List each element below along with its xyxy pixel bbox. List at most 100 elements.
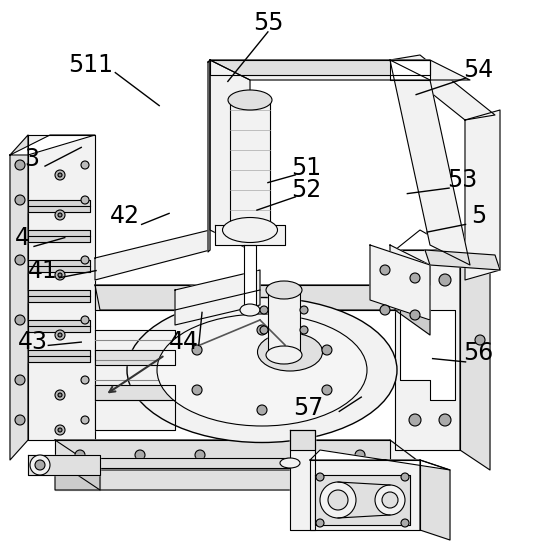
Circle shape <box>81 196 89 204</box>
Polygon shape <box>95 350 175 365</box>
Circle shape <box>322 345 332 355</box>
Polygon shape <box>28 290 90 302</box>
Polygon shape <box>55 440 390 460</box>
Circle shape <box>322 385 332 395</box>
Circle shape <box>257 405 267 415</box>
Polygon shape <box>420 460 450 540</box>
Polygon shape <box>310 450 450 470</box>
Circle shape <box>58 173 62 177</box>
Circle shape <box>55 425 65 435</box>
Circle shape <box>58 273 62 277</box>
Text: 57: 57 <box>293 396 324 420</box>
Polygon shape <box>95 230 210 280</box>
Circle shape <box>300 306 308 314</box>
Circle shape <box>81 316 89 324</box>
Ellipse shape <box>280 458 300 468</box>
Circle shape <box>320 482 356 518</box>
Text: 55: 55 <box>253 11 283 35</box>
Circle shape <box>58 333 62 337</box>
Polygon shape <box>390 440 430 490</box>
Circle shape <box>410 273 420 283</box>
Circle shape <box>15 315 25 325</box>
Polygon shape <box>28 135 95 440</box>
Circle shape <box>316 519 324 527</box>
Text: 41: 41 <box>28 258 58 283</box>
Polygon shape <box>55 460 100 490</box>
Polygon shape <box>55 440 430 470</box>
Ellipse shape <box>222 217 277 243</box>
Ellipse shape <box>228 90 272 110</box>
Circle shape <box>257 325 267 335</box>
Circle shape <box>55 170 65 180</box>
Circle shape <box>35 460 45 470</box>
Circle shape <box>195 450 205 460</box>
Circle shape <box>475 335 485 345</box>
Polygon shape <box>28 230 90 242</box>
Polygon shape <box>28 320 90 332</box>
Circle shape <box>58 428 62 432</box>
Polygon shape <box>370 245 430 320</box>
Polygon shape <box>230 100 270 230</box>
Circle shape <box>15 375 25 385</box>
Polygon shape <box>28 350 90 362</box>
Circle shape <box>401 473 409 481</box>
Polygon shape <box>290 430 315 530</box>
Text: 54: 54 <box>463 58 494 82</box>
Circle shape <box>401 519 409 527</box>
Ellipse shape <box>266 346 302 364</box>
Circle shape <box>55 210 65 220</box>
Polygon shape <box>390 55 495 120</box>
Circle shape <box>192 345 202 355</box>
Circle shape <box>15 160 25 170</box>
Text: 4: 4 <box>14 226 30 250</box>
Polygon shape <box>390 60 430 80</box>
Circle shape <box>328 490 348 510</box>
Text: 51: 51 <box>292 156 321 180</box>
Polygon shape <box>315 475 410 525</box>
Ellipse shape <box>127 298 397 443</box>
Circle shape <box>409 414 421 426</box>
Circle shape <box>81 256 89 264</box>
Text: 42: 42 <box>110 204 140 228</box>
Polygon shape <box>28 200 90 212</box>
Polygon shape <box>10 135 28 460</box>
Circle shape <box>355 450 365 460</box>
Circle shape <box>439 274 451 286</box>
Ellipse shape <box>257 333 322 371</box>
Text: 56: 56 <box>463 341 494 365</box>
Polygon shape <box>95 385 175 400</box>
Circle shape <box>316 473 324 481</box>
Polygon shape <box>210 60 430 75</box>
Polygon shape <box>465 110 500 280</box>
Circle shape <box>280 342 300 362</box>
Polygon shape <box>400 310 455 400</box>
Polygon shape <box>10 135 95 155</box>
Circle shape <box>382 492 398 508</box>
Polygon shape <box>175 270 260 325</box>
Polygon shape <box>95 285 395 310</box>
Polygon shape <box>268 290 300 355</box>
Circle shape <box>55 330 65 340</box>
Polygon shape <box>244 245 256 310</box>
Polygon shape <box>28 455 100 475</box>
Circle shape <box>15 195 25 205</box>
Polygon shape <box>390 60 470 265</box>
Text: 3: 3 <box>24 147 40 172</box>
Circle shape <box>260 326 268 334</box>
Circle shape <box>30 455 50 475</box>
Circle shape <box>55 270 65 280</box>
Circle shape <box>81 161 89 169</box>
Polygon shape <box>210 60 250 250</box>
Circle shape <box>439 414 451 426</box>
Circle shape <box>380 265 390 275</box>
Circle shape <box>300 326 308 334</box>
Polygon shape <box>28 260 90 272</box>
Polygon shape <box>395 285 430 335</box>
Ellipse shape <box>157 314 367 426</box>
Circle shape <box>55 390 65 400</box>
Circle shape <box>15 255 25 265</box>
Text: 44: 44 <box>169 330 199 354</box>
Circle shape <box>58 213 62 217</box>
Polygon shape <box>290 430 315 450</box>
Polygon shape <box>215 225 285 245</box>
